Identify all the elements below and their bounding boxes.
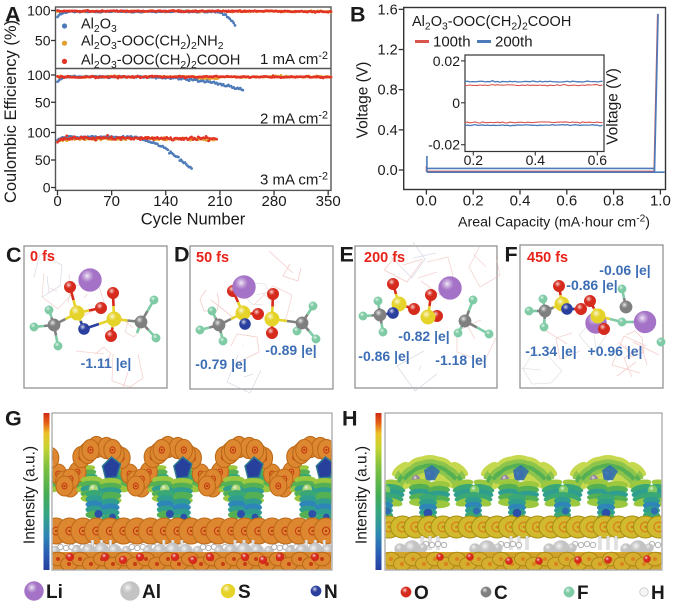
svg-text:100: 100: [27, 125, 51, 141]
svg-text:C: C: [6, 243, 22, 267]
svg-text:2 mA cm-2: 2 mA cm-2: [260, 110, 328, 128]
svg-text:Li: Li: [46, 582, 63, 603]
svg-text:280: 280: [262, 193, 287, 210]
svg-text:0.4: 0.4: [526, 152, 546, 168]
svg-text:-0.02: -0.02: [428, 137, 460, 153]
svg-text:Intensity (a.u.): Intensity (a.u.): [22, 446, 39, 544]
svg-text:Al2O3-OOC(CH2)2NH2: Al2O3-OOC(CH2)2NH2: [81, 34, 224, 53]
svg-text:0: 0: [53, 193, 61, 210]
svg-text:140: 140: [153, 193, 178, 210]
svg-text:50: 50: [35, 33, 51, 49]
svg-text:Voltage (V): Voltage (V): [355, 62, 372, 139]
svg-text:70: 70: [103, 193, 120, 210]
svg-text:A: A: [5, 3, 21, 27]
svg-text:0.6: 0.6: [556, 193, 577, 210]
svg-text:50: 50: [35, 94, 51, 110]
svg-text:0.8: 0.8: [378, 83, 398, 99]
svg-text:0.2: 0.2: [463, 193, 484, 210]
svg-text:0.02: 0.02: [433, 53, 460, 69]
svg-text:1.0: 1.0: [650, 193, 671, 210]
svg-text:+0.96 |e|: +0.96 |e|: [588, 343, 643, 359]
svg-text:D: D: [174, 243, 190, 267]
svg-text:0 fs: 0 fs: [30, 249, 55, 265]
svg-text:0: 0: [43, 180, 51, 196]
svg-text:0: 0: [452, 95, 460, 111]
svg-text:Al: Al: [142, 582, 161, 603]
svg-text:Al2O3-OOC(CH2)2COOH: Al2O3-OOC(CH2)2COOH: [81, 52, 240, 71]
svg-text:0.6: 0.6: [588, 152, 608, 168]
svg-text:0.4: 0.4: [378, 123, 398, 139]
svg-text:50 fs: 50 fs: [196, 250, 229, 266]
svg-text:0.0: 0.0: [416, 193, 437, 210]
svg-text:450 fs: 450 fs: [527, 250, 568, 266]
svg-text:-0.86 |e|: -0.86 |e|: [566, 277, 617, 293]
svg-text:0.4: 0.4: [510, 193, 531, 210]
svg-text:0.2: 0.2: [464, 152, 484, 168]
svg-text:-1.18 |e|: -1.18 |e|: [435, 352, 486, 368]
svg-text:Al2O3-OOC(CH2)2COOH: Al2O3-OOC(CH2)2COOH: [412, 14, 571, 33]
svg-text:H: H: [651, 583, 665, 604]
svg-text:0.8: 0.8: [603, 193, 624, 210]
svg-text:C: C: [494, 583, 508, 604]
svg-text:S: S: [238, 582, 251, 603]
svg-text:100: 100: [27, 3, 51, 19]
svg-text:3 mA cm-2: 3 mA cm-2: [260, 171, 328, 189]
svg-text:-0.79 |e|: -0.79 |e|: [195, 356, 246, 372]
svg-text:1.6: 1.6: [378, 2, 398, 18]
svg-text:F: F: [577, 583, 589, 604]
svg-text:B: B: [350, 3, 366, 27]
svg-text:-0.82 |e|: -0.82 |e|: [398, 328, 449, 344]
svg-text:100: 100: [27, 67, 51, 83]
svg-text:E: E: [340, 243, 354, 267]
svg-text:Areal Capacity (mA·hour cm-2): Areal Capacity (mA·hour cm-2): [458, 214, 650, 231]
svg-text:200 fs: 200 fs: [364, 250, 405, 266]
svg-text:50: 50: [35, 152, 51, 168]
svg-text:-1.34 |e|: -1.34 |e|: [525, 343, 576, 359]
svg-text:Coulombic Efficiency (%): Coulombic Efficiency (%): [2, 20, 20, 203]
svg-text:H: H: [342, 407, 358, 431]
svg-text:200th: 200th: [495, 34, 533, 51]
svg-text:Intensity (a.u.): Intensity (a.u.): [354, 446, 371, 544]
svg-text:O: O: [414, 583, 429, 604]
svg-text:0.0: 0.0: [378, 163, 398, 179]
svg-text:-0.89 |e|: -0.89 |e|: [265, 342, 316, 358]
svg-text:350: 350: [316, 193, 341, 210]
svg-text:210: 210: [207, 193, 232, 210]
svg-text:-0.86 |e|: -0.86 |e|: [358, 348, 409, 364]
svg-text:1.2: 1.2: [378, 43, 398, 59]
svg-text:Cycle Number: Cycle Number: [141, 211, 246, 229]
svg-text:Voltage (V): Voltage (V): [605, 68, 622, 145]
svg-text:100th: 100th: [433, 34, 471, 51]
svg-text:G: G: [5, 407, 22, 431]
svg-text:-0.06 |e|: -0.06 |e|: [599, 262, 650, 278]
svg-text:F: F: [505, 243, 518, 267]
svg-text:-1.11 |e|: -1.11 |e|: [81, 355, 132, 371]
svg-text:N: N: [324, 582, 338, 603]
svg-text:1 mA cm-2: 1 mA cm-2: [260, 50, 328, 68]
